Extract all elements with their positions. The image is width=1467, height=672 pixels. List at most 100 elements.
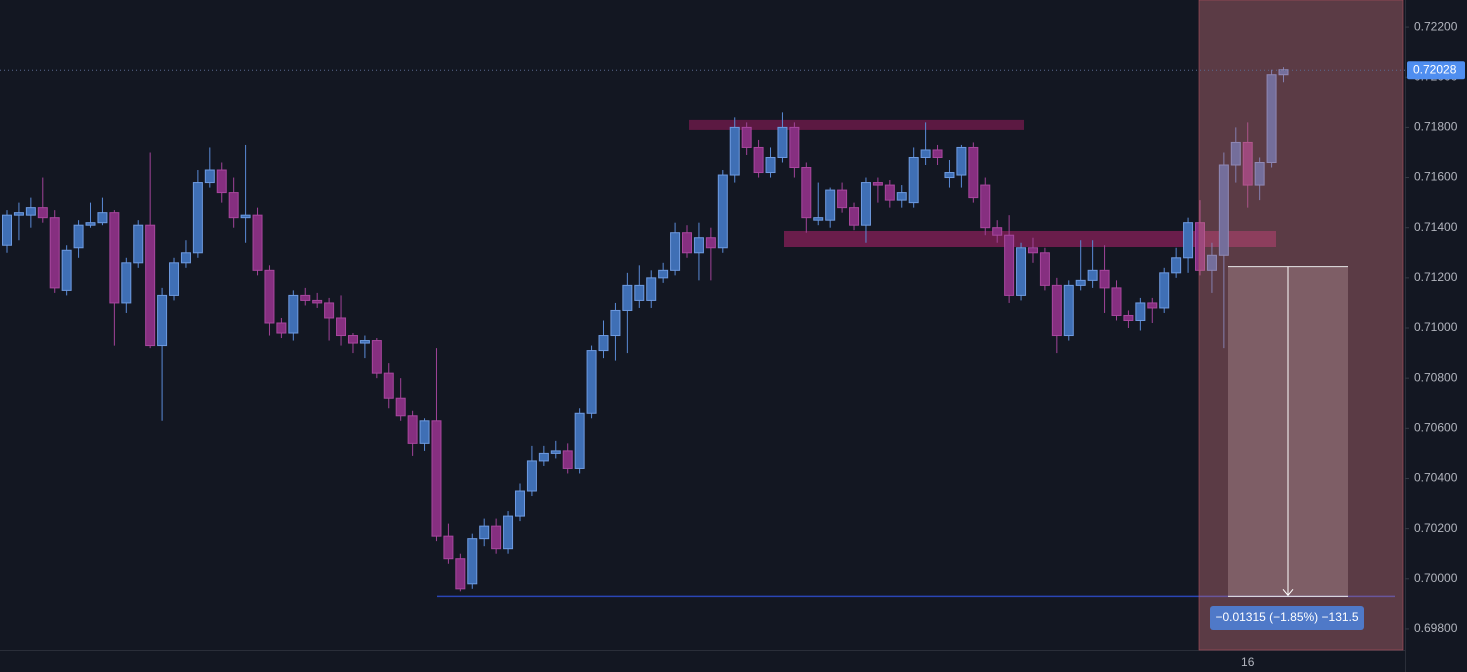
candle-body-up (169, 262, 180, 296)
candle-body-up (180, 252, 191, 264)
candle-body-down (109, 212, 120, 304)
candle-body-down (37, 207, 48, 219)
candle-body-up (467, 538, 478, 585)
measure-label-bg (1210, 606, 1364, 630)
candle-body-down (705, 237, 716, 249)
candle-body-up (1254, 162, 1265, 186)
candle-body-up (598, 335, 609, 352)
candle-body-up (610, 309, 621, 337)
candle-body-down (1039, 252, 1050, 286)
candle-body-up (944, 172, 955, 179)
y-tick-label: 0.71600 (1414, 170, 1458, 184)
candle-body-down (49, 217, 60, 289)
candle-body-up (288, 294, 299, 334)
candle-body-up (670, 232, 681, 271)
candle-body-up (1075, 279, 1086, 286)
candle-body-up (204, 169, 215, 184)
y-tick-label: 0.71400 (1414, 220, 1458, 234)
y-tick-label: 0.70000 (1414, 571, 1458, 585)
candle-body-up (1230, 141, 1241, 166)
candle-body-up (479, 525, 490, 540)
candle-body-up (1087, 269, 1098, 281)
y-tick-label: 0.70600 (1414, 420, 1458, 434)
candle-body-up (1159, 272, 1170, 309)
last-price-label: 0.72028 (1413, 62, 1457, 76)
candle-body-down (347, 335, 358, 344)
candle-body-up (85, 222, 96, 226)
candle-body-up (908, 156, 919, 204)
candle-body-up (765, 156, 776, 174)
x-tick-label: 16 (1241, 655, 1255, 669)
zone (689, 119, 1024, 130)
candle-body-down (1004, 234, 1015, 296)
candle-body-up (825, 189, 836, 221)
candle-body-down (491, 525, 502, 550)
candle-body-up (896, 192, 907, 201)
candle-body-up (622, 284, 633, 311)
candle-body-down (324, 302, 335, 319)
candle-body-up (419, 420, 430, 444)
candle-body-down (145, 224, 156, 347)
candle-body-up (920, 149, 931, 158)
candle-body-up (729, 126, 740, 176)
candle-body-up (240, 214, 251, 219)
candle-body-down (1195, 222, 1205, 271)
candle-body-up (61, 249, 72, 291)
candle-body-up (634, 284, 645, 301)
candle-body-up (658, 269, 669, 279)
zone (784, 230, 1276, 248)
candle-body-up (359, 340, 370, 344)
candle-body-up (514, 490, 525, 517)
candle-body-down (300, 294, 311, 301)
candle-body-down (801, 167, 812, 219)
candle-body-down (741, 126, 752, 148)
candle-body-up (1266, 74, 1277, 163)
candle-body-up (1278, 69, 1289, 76)
candle-body-up (133, 224, 144, 264)
candle-body-down (1099, 269, 1110, 289)
candle-body-up (526, 460, 537, 492)
candle-body-down (753, 146, 764, 174)
y-tick-label: 0.71800 (1414, 120, 1458, 134)
candle-body-down (992, 227, 1003, 236)
candle-body-up (2, 214, 12, 246)
candle-body-up (73, 224, 84, 249)
candle-body-down (336, 317, 347, 337)
candle-body-up (13, 212, 24, 216)
candle-body-up (1171, 257, 1182, 274)
candle-body-down (837, 189, 848, 209)
candle-body-up (192, 182, 203, 254)
y-tick-label: 0.71200 (1414, 270, 1458, 284)
candle-body-down (1027, 247, 1038, 254)
candle-body-up (586, 350, 597, 414)
candle-body-down (849, 207, 860, 226)
candle-body-up (693, 237, 704, 254)
candle-body-down (383, 372, 394, 399)
candle-body-down (884, 184, 895, 201)
candle-body-down (252, 214, 263, 271)
measure-label: −0.01315 (−1.85%) −131.5 (1215, 610, 1358, 624)
y-tick-label: 0.70200 (1414, 521, 1458, 535)
candle-body-up (1063, 284, 1074, 337)
candle-body-down (980, 184, 991, 229)
candle-body-down (431, 420, 442, 537)
candle-body-down (264, 269, 275, 324)
candle-body-up (777, 126, 788, 158)
candle-body-down (228, 192, 239, 219)
candle-body-down (455, 558, 466, 590)
candle-body-down (1111, 287, 1122, 316)
candle-body-down (872, 182, 883, 186)
candle-body-down (276, 322, 287, 334)
highlight-region (1198, 0, 1404, 651)
measure-arrowhead (1282, 589, 1294, 597)
last-price-bg (1407, 61, 1465, 80)
candle-body-down (682, 232, 693, 254)
candle-body-up (813, 217, 824, 221)
candle-body-down (216, 169, 227, 194)
candle-body-down (968, 146, 979, 199)
candle-body-up (157, 294, 168, 347)
candle-body-down (371, 340, 382, 374)
candle-body-down (395, 397, 406, 417)
candle-body-up (1016, 247, 1027, 296)
candle-body-down (312, 299, 323, 304)
